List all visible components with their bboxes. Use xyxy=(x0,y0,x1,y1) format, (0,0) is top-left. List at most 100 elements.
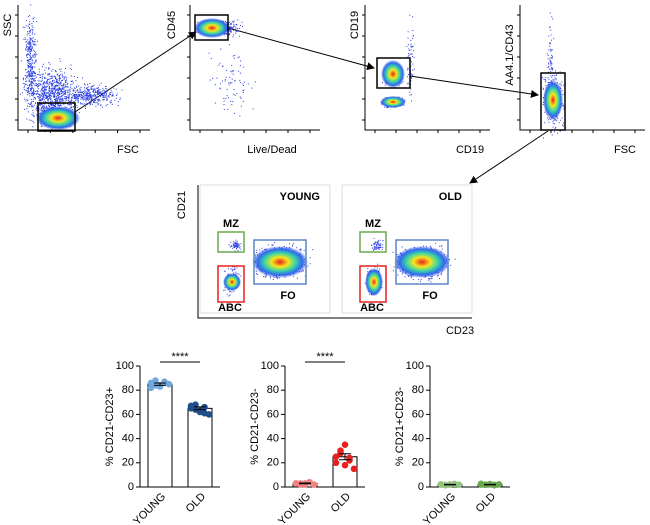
event xyxy=(410,39,412,41)
gate xyxy=(253,239,307,285)
y-tick-label: 100 xyxy=(406,360,424,372)
error-bar xyxy=(154,382,166,386)
event xyxy=(58,93,60,95)
event xyxy=(23,77,25,79)
event xyxy=(65,89,67,91)
event xyxy=(41,92,43,94)
event xyxy=(240,275,242,277)
event xyxy=(77,90,79,92)
event xyxy=(234,112,236,114)
event xyxy=(42,90,44,92)
event xyxy=(31,80,33,82)
event xyxy=(232,73,234,75)
event xyxy=(236,245,238,247)
event xyxy=(29,93,31,95)
event xyxy=(34,74,36,76)
event xyxy=(41,85,43,87)
event xyxy=(76,89,78,91)
event xyxy=(85,92,87,94)
event xyxy=(32,29,34,31)
event xyxy=(29,66,31,68)
event xyxy=(56,84,58,86)
event xyxy=(74,90,76,92)
event xyxy=(30,98,32,100)
event xyxy=(57,105,59,107)
event xyxy=(377,263,379,265)
event xyxy=(62,90,64,92)
event xyxy=(106,97,108,99)
event xyxy=(454,258,456,260)
event xyxy=(412,16,414,18)
event xyxy=(561,117,563,119)
event xyxy=(376,241,378,243)
event xyxy=(230,27,232,29)
event xyxy=(100,104,102,106)
event xyxy=(233,20,235,22)
event xyxy=(100,91,102,93)
event xyxy=(28,71,30,73)
event xyxy=(408,49,410,51)
event xyxy=(550,49,552,51)
event xyxy=(76,105,78,107)
event xyxy=(27,64,29,66)
event xyxy=(410,277,412,279)
event xyxy=(32,93,34,95)
event xyxy=(31,94,33,96)
event xyxy=(33,17,35,19)
event xyxy=(40,73,42,75)
event xyxy=(43,89,45,91)
event xyxy=(551,63,553,65)
event xyxy=(50,99,52,101)
event xyxy=(91,88,93,90)
event xyxy=(410,76,412,78)
event xyxy=(550,50,552,52)
event xyxy=(548,78,550,80)
event xyxy=(29,14,31,16)
event xyxy=(48,67,50,69)
event xyxy=(43,99,45,101)
event xyxy=(28,92,30,94)
event xyxy=(27,25,29,27)
event xyxy=(40,96,42,98)
event xyxy=(66,97,68,99)
event xyxy=(65,86,67,88)
x-axis-label: CD23 xyxy=(446,325,474,337)
event xyxy=(72,82,74,84)
event xyxy=(35,83,37,85)
event xyxy=(40,90,42,92)
event xyxy=(228,44,230,46)
event xyxy=(233,89,235,91)
event xyxy=(235,24,237,26)
event xyxy=(408,275,410,277)
event xyxy=(80,94,82,96)
event xyxy=(104,86,106,88)
event xyxy=(35,93,37,95)
event xyxy=(33,44,35,46)
event xyxy=(236,24,238,26)
event xyxy=(234,94,236,96)
event xyxy=(48,90,50,92)
event xyxy=(375,241,377,243)
event xyxy=(30,67,32,69)
event xyxy=(105,87,107,89)
event xyxy=(94,98,96,100)
event xyxy=(251,87,253,89)
event xyxy=(49,63,51,65)
event xyxy=(55,81,57,83)
event xyxy=(548,49,550,51)
event xyxy=(34,98,36,100)
event xyxy=(75,100,77,102)
event xyxy=(46,98,48,100)
event xyxy=(239,81,241,83)
event xyxy=(95,97,97,99)
event xyxy=(237,245,239,247)
event xyxy=(75,97,77,99)
event xyxy=(54,91,56,93)
x-axis-label: Live/Dead xyxy=(247,144,297,156)
event xyxy=(209,79,211,81)
event xyxy=(63,84,65,86)
event xyxy=(230,245,232,247)
event xyxy=(218,64,220,66)
event xyxy=(223,108,225,110)
event xyxy=(30,44,32,46)
